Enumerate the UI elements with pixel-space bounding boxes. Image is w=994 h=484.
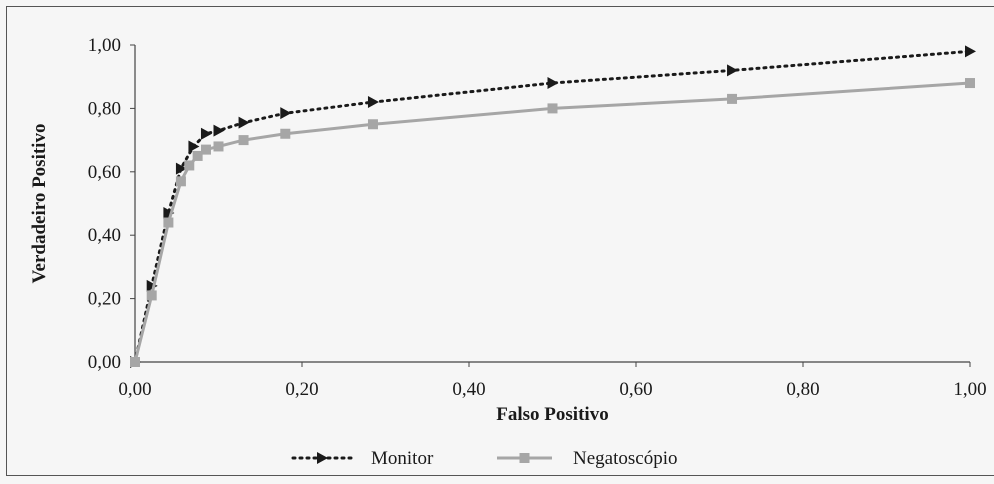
legend-marker xyxy=(317,452,328,464)
series-point xyxy=(163,207,175,220)
legend-label: Negatoscópio xyxy=(573,448,677,469)
series-point xyxy=(727,64,739,77)
y-tick-label: 0,20 xyxy=(88,289,121,310)
series-point xyxy=(146,279,158,292)
x-tick-label: 0,60 xyxy=(619,379,652,400)
series-point xyxy=(200,127,212,140)
series-point xyxy=(367,96,379,109)
x-axis-title: Falso Positivo xyxy=(496,404,608,425)
series-point xyxy=(188,140,200,153)
x-tick-label: 1,00 xyxy=(953,379,986,400)
x-tick-label: 0,20 xyxy=(285,379,318,400)
x-tick-label: 0,00 xyxy=(118,379,151,400)
legend-marker xyxy=(519,453,530,463)
y-tick-label: 1,00 xyxy=(88,35,121,56)
roc-chart: 0,00 0,20 0,40 0,60 0,80 1,00 0,00 0,20 0,40 0,60… xyxy=(29,35,987,469)
series-point xyxy=(727,93,738,104)
x-tick-label: 0,40 xyxy=(452,379,485,400)
legend: Monitor Negatoscópio xyxy=(291,448,677,469)
series-point xyxy=(547,77,559,90)
chart-frame: 0,00 0,20 0,40 0,60 0,80 1,00 0,00 0,20 0,40 0,60… xyxy=(6,6,994,476)
series-point xyxy=(280,107,292,120)
series-point xyxy=(280,128,291,139)
series-1 xyxy=(130,78,975,367)
series-point xyxy=(213,141,224,152)
series-point xyxy=(130,357,140,367)
x-tick-label: 0,80 xyxy=(786,379,819,400)
series-point xyxy=(200,144,211,155)
legend-label: Monitor xyxy=(371,448,434,469)
y-tick-label: 0,80 xyxy=(88,98,121,119)
y-axis-title: Verdadeiro Positivo xyxy=(29,124,50,284)
series-point xyxy=(238,135,249,146)
series-point xyxy=(213,124,225,137)
series-point xyxy=(367,119,378,130)
series-point xyxy=(192,150,203,161)
y-tick-label: 0,00 xyxy=(88,352,121,373)
series-group xyxy=(130,45,976,368)
series-point xyxy=(547,103,558,114)
y-tick-label: 0,40 xyxy=(88,225,121,246)
series-0 xyxy=(130,45,976,368)
series-line xyxy=(133,49,972,364)
series-point xyxy=(965,45,976,58)
series-point xyxy=(175,162,187,175)
series-line xyxy=(133,81,971,363)
series-point xyxy=(175,176,186,187)
series-point xyxy=(163,217,174,228)
y-tick-label: 0,60 xyxy=(88,162,121,183)
series-point xyxy=(146,290,157,301)
series-point xyxy=(238,116,250,129)
axes: 0,00 0,20 0,40 0,60 0,80 1,00 0,00 0,20 0,40 0,60… xyxy=(88,35,987,400)
series-point xyxy=(184,160,195,171)
series-point xyxy=(965,78,975,89)
